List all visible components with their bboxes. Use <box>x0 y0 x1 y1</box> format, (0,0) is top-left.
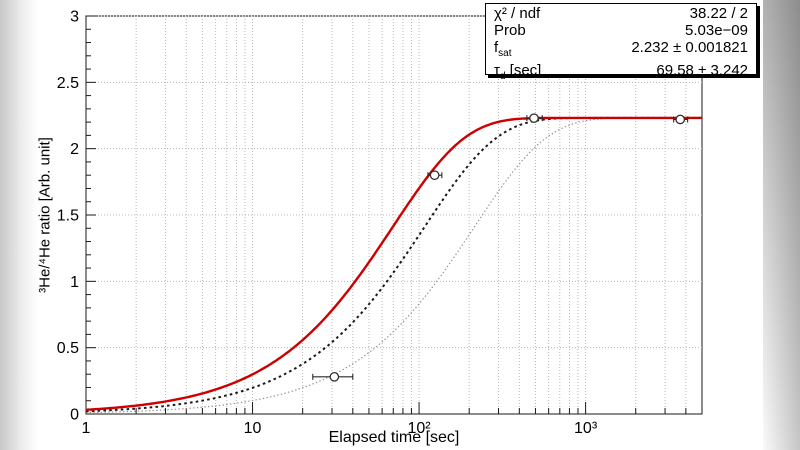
data-point-marker <box>675 114 686 125</box>
stats-rows: χ² / ndf 38.22 / 2 Prob 5.03e−09 fsat 2.232 ±… <box>494 5 748 86</box>
stat-value: 69.58 ± 3.242 <box>656 61 748 79</box>
y-tick-label: 1.5 <box>57 208 79 225</box>
stat-label: χ² / ndf <box>494 5 541 22</box>
x-tick-label: 10 <box>244 420 262 437</box>
data-point-marker <box>329 372 340 382</box>
y-tick-label: 0 <box>70 407 79 424</box>
y-tick-label: 2 <box>70 141 79 158</box>
stat-value: 38.22 / 2 <box>689 5 748 22</box>
fit-curve-curve-dotted-gray <box>86 117 702 414</box>
y-axis-title: ³He/⁴He ratio [Arb. unit] <box>36 137 54 293</box>
stat-label: fsat <box>494 38 512 59</box>
data-point-marker <box>529 113 539 123</box>
data-point-marker <box>429 170 440 181</box>
stat-value: 5.03e−09 <box>685 21 748 39</box>
y-tick-label: 0.5 <box>57 340 79 357</box>
x-tick-label: 10² <box>408 420 432 437</box>
stats-row: Prob 5.03e−09 <box>494 21 748 40</box>
y-tick-label: 2.5 <box>57 75 79 92</box>
x-tick-label: 10³ <box>574 420 598 437</box>
fit-curve-curve-dotted-black <box>85 116 702 413</box>
stats-row: τd [sec] 69.58 ± 3.242 <box>494 61 748 86</box>
x-axis-title: Elapsed time [sec] <box>328 429 460 446</box>
fit-stats-box: χ² / ndf 38.22 / 2 Prob 5.03e−09 fsat 2.232 ±… <box>485 3 757 82</box>
stat-label: τd [sec] <box>494 61 542 82</box>
stats-row: χ² / ndf 38.22 / 2 <box>494 5 748 23</box>
stat-label: Prob <box>494 21 526 39</box>
x-tick-label: 1 <box>82 420 91 437</box>
stats-row: fsat 2.232 ± 0.001821 <box>494 38 748 63</box>
fit-curve-best-fit-solid-red <box>85 116 702 411</box>
stat-value: 2.232 ± 0.001821 <box>631 38 748 56</box>
y-tick-label: 3 <box>70 9 79 26</box>
y-tick-label: 1 <box>70 274 79 291</box>
